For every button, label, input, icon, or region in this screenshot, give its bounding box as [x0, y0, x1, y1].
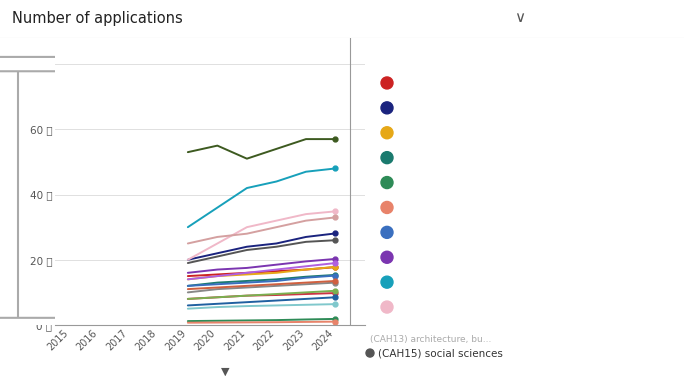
- Circle shape: [381, 77, 393, 89]
- Text: 20,260: 20,260: [643, 253, 677, 262]
- Circle shape: [0, 57, 684, 71]
- Circle shape: [381, 226, 393, 238]
- Text: 15,150: 15,150: [642, 228, 677, 237]
- Circle shape: [381, 251, 393, 263]
- Circle shape: [0, 318, 684, 332]
- Text: ▼: ▼: [221, 367, 229, 376]
- Text: ∨: ∨: [514, 11, 525, 26]
- Text: (CAH10) engineering and technology: (CAH10) engineering and technology: [442, 277, 610, 287]
- Text: 48,000: 48,000: [643, 277, 677, 287]
- Circle shape: [381, 102, 393, 114]
- Text: (CAH01) medicine and dentistry: (CAH01) medicine and dentistry: [464, 79, 610, 88]
- Circle shape: [381, 177, 393, 188]
- Circle shape: [381, 202, 393, 214]
- Text: (CAH09) mathematical sciences: (CAH09) mathematical sciences: [465, 253, 610, 262]
- Text: 2024: 2024: [383, 56, 420, 69]
- Circle shape: [381, 301, 393, 313]
- Text: (CAH05) veterinary sciences: (CAH05) veterinary sciences: [481, 178, 610, 187]
- Circle shape: [366, 349, 374, 357]
- Text: 28,080: 28,080: [643, 103, 677, 112]
- Text: 15,360: 15,360: [642, 153, 677, 162]
- Text: (CAH11) computing: (CAH11) computing: [521, 303, 610, 312]
- Text: (CAH02) subjects allied to medicine: (CAH02) subjects allied to medicine: [448, 103, 610, 112]
- Circle shape: [381, 276, 393, 288]
- Text: 17,820: 17,820: [642, 128, 677, 137]
- Text: Number of applications: Number of applications: [12, 11, 183, 26]
- Text: 34,850: 34,850: [642, 303, 677, 312]
- Text: 1,030: 1,030: [649, 203, 677, 212]
- Text: (CAH03) biological and sport sciences: (CAH03) biological and sport sciences: [438, 128, 610, 137]
- Circle shape: [381, 127, 393, 139]
- Text: (CAH15) social sciences: (CAH15) social sciences: [378, 348, 503, 358]
- Text: (CAH07) physical sciences: (CAH07) physical sciences: [490, 228, 610, 237]
- Text: (CAH13) architecture, bu...: (CAH13) architecture, bu...: [370, 335, 491, 344]
- Text: (CAH06) agriculture, food and related studies: (CAH06) agriculture, food and related st…: [404, 203, 610, 212]
- Text: (CAH04) psychology: (CAH04) psychology: [518, 153, 610, 162]
- Text: 17,750: 17,750: [642, 79, 677, 88]
- Circle shape: [381, 152, 393, 164]
- Text: 1,870: 1,870: [648, 178, 677, 187]
